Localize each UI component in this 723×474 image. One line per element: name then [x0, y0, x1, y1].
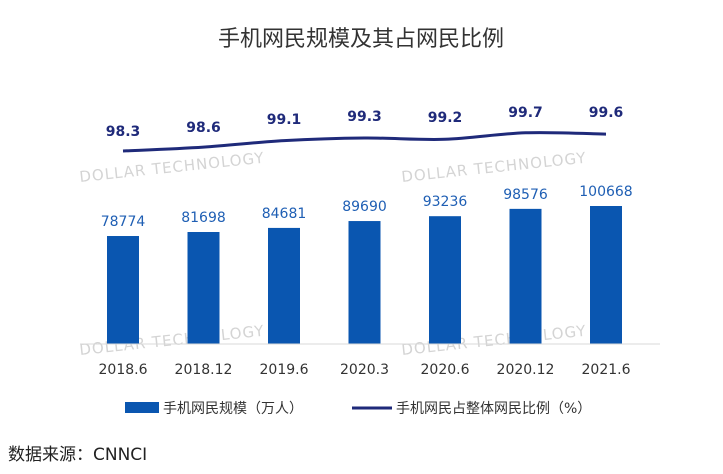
legend-bar-label: 手机网民规模（万人） [163, 401, 303, 417]
x-axis-ticks: 2018.6 2018.12 2019.6 2020.3 2020.6 2020.12 20… [99, 362, 631, 378]
x-tick-label: 2021.6 [582, 362, 631, 378]
line-series [122, 131, 607, 153]
x-tick-label: 2019.6 [260, 362, 309, 378]
line-value-label: 98.6 [186, 120, 221, 136]
x-tick-label: 2018.6 [99, 362, 148, 378]
bar-value-label: 84681 [262, 206, 307, 222]
legend: 手机网民规模（万人） 手机网民占整体网民比例（%） [125, 401, 591, 417]
x-tick-label: 2018.12 [175, 362, 233, 378]
bar [509, 208, 542, 344]
bar [187, 232, 220, 344]
bar [268, 227, 300, 344]
watermark-1: DOLLAR TECHNOLOGY [79, 149, 266, 186]
line-value-label: 99.1 [267, 112, 302, 128]
watermark-2: DOLLAR TECHNOLOGY [401, 149, 588, 186]
line-value-label: 99.6 [589, 105, 624, 121]
line-value-label: 99.2 [428, 110, 463, 126]
bar [429, 216, 461, 344]
bar-value-label: 89690 [342, 199, 387, 215]
source-note: 数据来源：CNNCI [8, 445, 148, 465]
watermark-4: DOLLAR TECHNOLOGY [401, 322, 588, 359]
x-tick-label: 2020.12 [497, 362, 555, 378]
line-value-label: 98.3 [106, 124, 141, 140]
x-tick-label: 2020.6 [421, 362, 470, 378]
line-value-label: 99.7 [508, 105, 543, 121]
bar-value-label: 98576 [503, 187, 548, 203]
plot-area: 78774 81698 84681 89690 93236 98576 100668 98.3… [101, 105, 633, 344]
bar [348, 221, 381, 344]
line-value-label: 99.3 [347, 109, 382, 125]
watermark-3: DOLLAR TECHNOLOGY [79, 322, 266, 359]
chart-title: 手机网民规模及其占网民比例 [218, 27, 504, 52]
bar [107, 236, 139, 344]
x-tick-label: 2020.3 [340, 362, 389, 378]
bar-value-label: 78774 [101, 214, 146, 230]
bar [590, 206, 622, 344]
legend-bar-swatch [125, 402, 159, 413]
bar-value-label: 100668 [579, 184, 632, 200]
bar-value-label: 81698 [181, 210, 226, 226]
legend-line-label: 手机网民占整体网民比例（%） [396, 401, 591, 417]
bar-value-label: 93236 [423, 194, 468, 210]
